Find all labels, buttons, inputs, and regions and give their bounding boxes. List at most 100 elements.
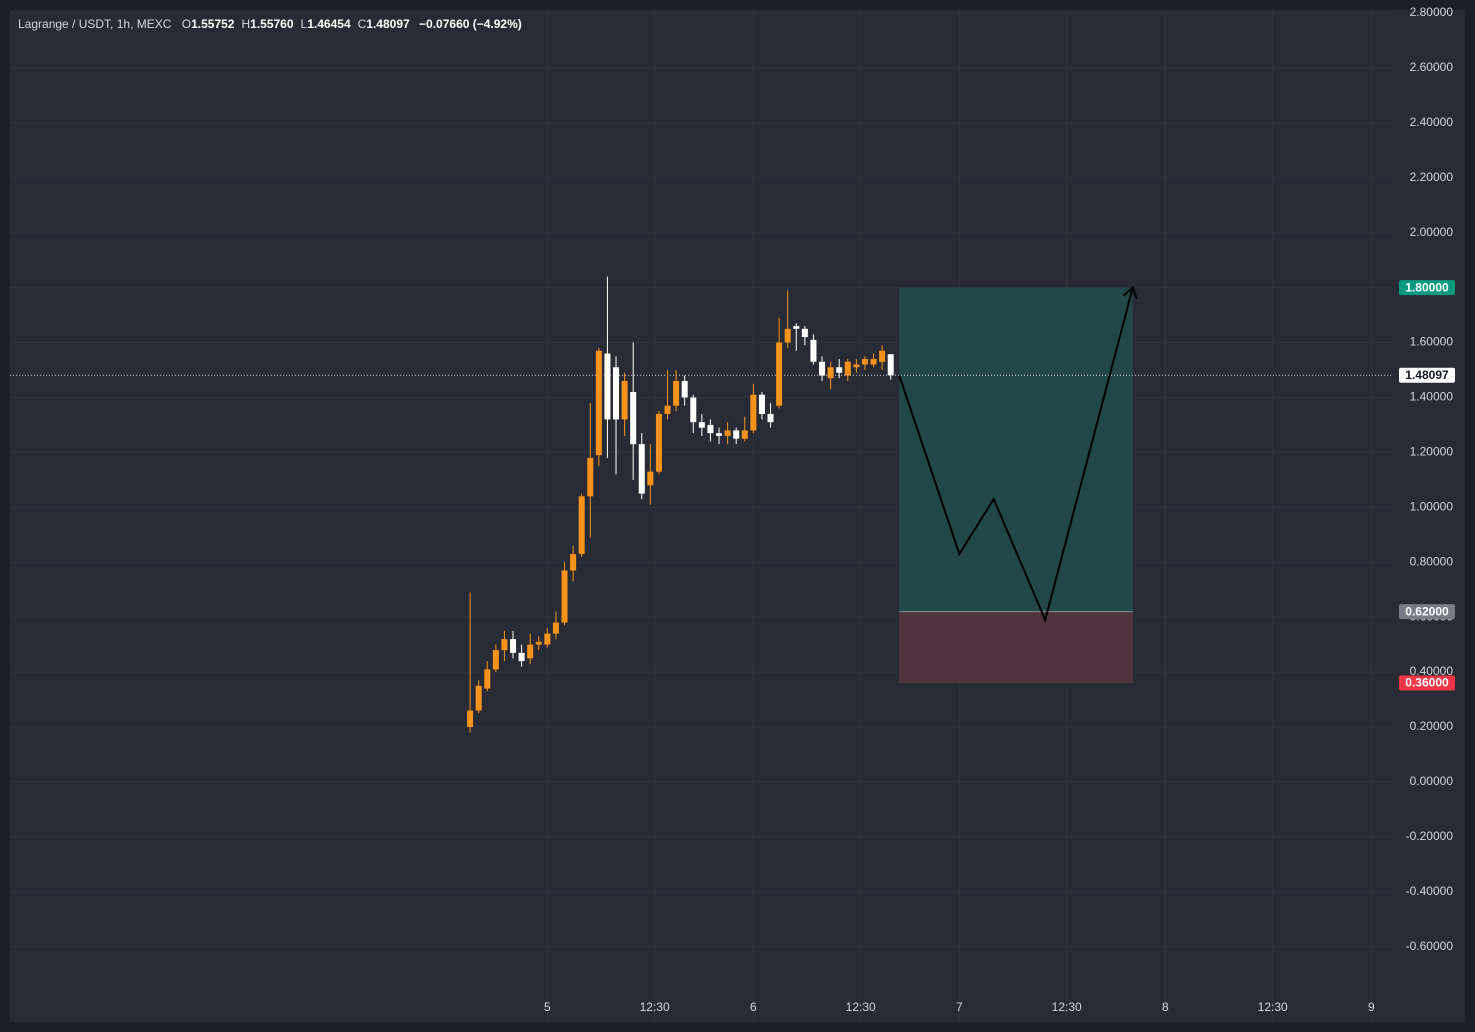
candle-body [561, 570, 568, 623]
candle-body [578, 496, 585, 554]
x-tick-label: 12:30 [640, 1000, 670, 1014]
y-tick-label: 2.20000 [1410, 170, 1454, 184]
candle-body [630, 391, 637, 445]
candle-body [870, 359, 877, 365]
price-label-box [1399, 604, 1455, 620]
y-tick-label: 2.00000 [1410, 225, 1454, 239]
candle-body [638, 444, 645, 494]
field-key: C [357, 17, 367, 31]
candle-body [492, 650, 499, 670]
field-value: 1.55760 [250, 17, 294, 31]
x-tick-label: 12:30 [1258, 1000, 1288, 1014]
y-tick-label: 2.80000 [1410, 5, 1454, 19]
candle-body [655, 413, 662, 472]
y-tick-label: -0.20000 [1406, 829, 1454, 843]
candle-body [510, 639, 517, 653]
candle-body [758, 394, 765, 414]
candle-body [595, 350, 602, 456]
candle-body [844, 361, 851, 376]
candle-body [664, 405, 671, 414]
y-tick-label: -0.40000 [1406, 884, 1454, 898]
candle-body [698, 422, 705, 428]
candle-body [673, 380, 680, 406]
candle-body [741, 430, 748, 439]
candle-body [887, 354, 894, 376]
candle-body [570, 553, 577, 571]
ohlc-fields: O1.55752 H1.55760 L1.46454 C1.48097 [175, 17, 410, 31]
x-tick-label: 6 [750, 1000, 757, 1014]
y-tick-label: 1.40000 [1410, 390, 1454, 404]
price-label: 0.36000 [1405, 676, 1449, 690]
x-tick-label: 9 [1368, 1000, 1375, 1014]
candle-body [827, 367, 834, 379]
y-tick-label: 2.60000 [1410, 60, 1454, 74]
candle-body [535, 641, 542, 645]
chart-background [10, 10, 1465, 1022]
price-label: 0.62000 [1405, 604, 1449, 618]
field-value: 1.48097 [366, 17, 410, 31]
arrow-head [1123, 285, 1138, 300]
projection-path [898, 287, 1134, 623]
y-tick-label: 0.00000 [1410, 774, 1454, 788]
field-value: 1.46454 [307, 17, 351, 31]
y-tick-label: 1.20000 [1410, 445, 1454, 459]
candle-body [621, 380, 628, 420]
candle-body [716, 433, 723, 436]
price-label-box [1399, 675, 1455, 691]
candle-body [527, 644, 534, 659]
candle-body [801, 328, 808, 338]
loss-zone [899, 611, 1133, 684]
candle-body [604, 353, 611, 420]
candle-body [784, 328, 791, 343]
candle-body [810, 339, 817, 362]
y-tick-label: 1.00000 [1410, 499, 1454, 513]
candle-body [819, 361, 826, 376]
candle-body [707, 424, 714, 434]
candle-body [853, 364, 860, 368]
candle-body [552, 622, 559, 634]
candle-body [767, 413, 774, 423]
candle-body [750, 394, 757, 431]
price-label-box [1399, 367, 1455, 383]
candle-body [613, 367, 620, 420]
candle-body [587, 457, 594, 497]
candle-body [475, 685, 482, 711]
candle-body [879, 350, 886, 362]
x-tick-label: 7 [956, 1000, 963, 1014]
y-tick-label: 1.60000 [1410, 335, 1454, 349]
x-tick-label: 12:30 [1052, 1000, 1082, 1014]
x-tick-label: 12:30 [846, 1000, 876, 1014]
legend-header: Lagrange / USDT, 1h, MEXC O1.55752 H1.557… [18, 17, 522, 31]
price-label: 1.48097 [1405, 368, 1449, 382]
price-label-box [1399, 280, 1455, 296]
candle-body [467, 710, 474, 727]
candle-body [647, 471, 654, 486]
candle-body [776, 342, 783, 406]
y-tick-label: 0.20000 [1410, 719, 1454, 733]
candle-body [836, 367, 843, 373]
candle-body [724, 430, 731, 436]
field-value: 1.55752 [191, 17, 235, 31]
x-tick-label: 5 [544, 1000, 551, 1014]
candle-body [733, 430, 740, 439]
field-key: L [300, 17, 308, 31]
price-label: 1.80000 [1405, 280, 1449, 294]
y-tick-label: -0.60000 [1406, 939, 1454, 953]
field-key: O [181, 17, 192, 31]
y-tick-label: 0.40000 [1410, 664, 1454, 678]
candle-body [518, 652, 525, 662]
candle-body [793, 326, 800, 329]
change: −0.07660 (−4.92%) [419, 17, 522, 31]
profit-zone [899, 287, 1133, 612]
candle-body [501, 639, 508, 651]
candle-body [861, 359, 868, 365]
symbol: Lagrange / USDT, 1h, MEXC [18, 17, 172, 31]
y-tick-label: 2.40000 [1410, 115, 1454, 129]
candle-body [681, 380, 688, 398]
candle-body [544, 633, 551, 645]
y-tick-label: 0.80000 [1410, 554, 1454, 568]
candle-body [484, 669, 491, 689]
x-tick-label: 8 [1162, 1000, 1169, 1014]
